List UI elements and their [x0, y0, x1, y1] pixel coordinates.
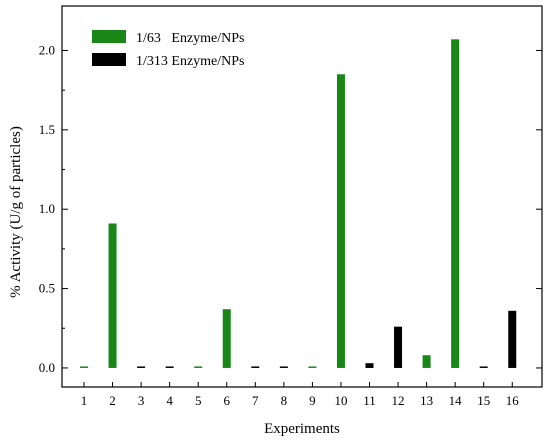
- y-tick-label: 1.5: [39, 122, 55, 137]
- bar-series-2-exp-15: [479, 366, 488, 368]
- y-tick-label: 1.0: [39, 201, 55, 216]
- bar-series-1-exp-9: [308, 366, 317, 368]
- bar-series-1-exp-10: [336, 74, 345, 368]
- legend-label-series-1: 1/63 Enzyme/NPs: [136, 31, 245, 46]
- bar-series-1-exp-6: [222, 309, 231, 368]
- y-axis: 0.0 0.5 1.0 1.5 2.0: [39, 42, 542, 375]
- bar-series-1-exp-5: [194, 366, 203, 368]
- x-tick-label: 10: [334, 393, 347, 408]
- y-tick-label: 2.0: [39, 42, 55, 57]
- x-tick-label: 16: [506, 393, 520, 408]
- bar-series-2-exp-8: [279, 366, 288, 368]
- plot-frame: [61, 5, 543, 388]
- x-tick-label: 1: [81, 393, 88, 408]
- bar-series-1-exp-13: [422, 355, 431, 368]
- bar-series-1-exp-14: [451, 39, 460, 368]
- x-tick-label: 2: [109, 393, 116, 408]
- bar-series-2-exp-4: [165, 366, 174, 368]
- bars-layer: [80, 39, 517, 368]
- y-tick-label: 0.5: [39, 281, 55, 296]
- x-tick-label: 3: [138, 393, 145, 408]
- x-tick-label: 13: [420, 393, 433, 408]
- y-axis-title: % Activity (U/g of particles): [8, 126, 24, 298]
- x-tick-label: 6: [224, 393, 231, 408]
- x-axis-title: Experiments: [264, 421, 340, 437]
- bar-series-2-exp-3: [137, 366, 146, 368]
- x-tick-label: 11: [363, 393, 376, 408]
- x-axis: 1 2 3 4 5 6 7 8 9 10 11 12 13 14 15 16: [81, 382, 520, 408]
- x-tick-label: 5: [195, 393, 202, 408]
- bar-series-1-exp-2: [108, 223, 117, 368]
- x-tick-label: 7: [252, 393, 259, 408]
- legend-swatch-series-2: [92, 53, 126, 66]
- bar-series-2-exp-16: [508, 310, 517, 368]
- x-tick-label: 14: [449, 393, 463, 408]
- x-tick-label: 8: [281, 393, 288, 408]
- bar-series-1-exp-1: [80, 366, 88, 368]
- x-tick-label: 9: [309, 393, 316, 408]
- bar-series-2-exp-7: [251, 366, 260, 368]
- x-tick-label: 15: [477, 393, 490, 408]
- bar-series-2-exp-11: [365, 363, 374, 368]
- legend-label-series-2: 1/313 Enzyme/NPs: [136, 54, 245, 69]
- x-tick-label: 4: [166, 393, 173, 408]
- bar-series-2-exp-12: [394, 326, 403, 368]
- legend: 1/63 Enzyme/NPs 1/313 Enzyme/NPs: [92, 30, 245, 69]
- x-tick-label: 12: [392, 393, 405, 408]
- legend-swatch-series-1: [92, 30, 126, 43]
- y-tick-label: 0.0: [39, 360, 55, 375]
